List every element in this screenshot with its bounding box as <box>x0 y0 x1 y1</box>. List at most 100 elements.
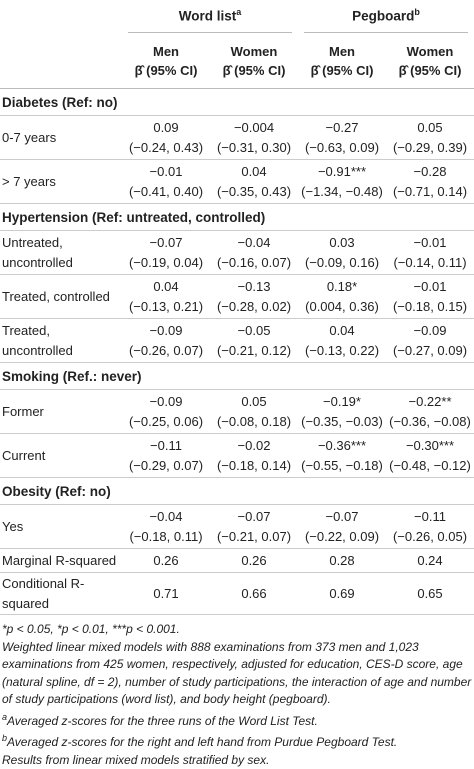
value-cell: −0.30***(−0.48, −0.12) <box>386 434 474 478</box>
data-row: Former−0.09(−0.25, 0.06)0.05(−0.08, 0.18… <box>0 390 474 434</box>
value-cell: −0.04(−0.18, 0.11) <box>122 505 210 549</box>
row-label: Untreated, uncontrolled <box>0 231 122 275</box>
confidence-interval: (−0.29, 0.07) <box>122 456 210 476</box>
confidence-interval: (−0.13, 0.22) <box>298 341 386 361</box>
footnotes: *p < 0.05, *p < 0.01, ***p < 0.001.Weigh… <box>0 615 474 769</box>
column-stat: β̂ (95% CI) <box>386 61 474 80</box>
group-label: Word lista <box>128 1 292 33</box>
value-cell: −0.11(−0.26, 0.05) <box>386 505 474 549</box>
value-cell: 0.05(−0.29, 0.39) <box>386 116 474 160</box>
section-row: Hypertension (Ref: untreated, controlled… <box>0 204 474 231</box>
estimate: −0.91*** <box>298 162 386 182</box>
estimate: −0.28 <box>386 162 474 182</box>
section-title: Diabetes (Ref: no) <box>0 89 474 116</box>
estimate: −0.004 <box>210 118 298 138</box>
estimate: −0.01 <box>122 162 210 182</box>
value-cell: −0.07(−0.22, 0.09) <box>298 505 386 549</box>
confidence-interval: (−0.28, 0.02) <box>210 297 298 317</box>
estimate: 0.04 <box>210 162 298 182</box>
estimate: −0.02 <box>210 436 298 456</box>
confidence-interval: (−0.18, 0.11) <box>122 527 210 547</box>
summary-value: 0.66 <box>210 573 298 615</box>
confidence-interval: (−0.29, 0.39) <box>386 138 474 158</box>
estimate: −0.11 <box>386 507 474 527</box>
estimate: −0.30*** <box>386 436 474 456</box>
confidence-interval: (−0.21, 0.12) <box>210 341 298 361</box>
value-cell: −0.28(−0.71, 0.14) <box>386 160 474 204</box>
estimate: −0.01 <box>386 277 474 297</box>
summary-value: 0.69 <box>298 573 386 615</box>
row-label: Conditional R-squared <box>0 573 122 615</box>
group-header: Word lista <box>122 0 298 34</box>
row-label: Treated, controlled <box>0 275 122 319</box>
data-row: Current−0.11(−0.29, 0.07)−0.02(−0.18, 0.… <box>0 434 474 478</box>
data-row: Untreated, uncontrolled−0.07(−0.19, 0.04… <box>0 231 474 275</box>
group-note: a <box>236 7 241 17</box>
confidence-interval: (−0.31, 0.30) <box>210 138 298 158</box>
value-cell: −0.004(−0.31, 0.30) <box>210 116 298 160</box>
confidence-interval: (−0.18, 0.14) <box>210 456 298 476</box>
note-text: Averaged z-scores for the three runs of … <box>7 714 318 728</box>
value-cell: −0.05(−0.21, 0.12) <box>210 319 298 363</box>
confidence-interval: (−0.14, 0.11) <box>386 253 474 273</box>
value-cell: 0.03(−0.09, 0.16) <box>298 231 386 275</box>
confidence-interval: (−0.55, −0.18) <box>298 456 386 476</box>
column-stat: β̂ (95% CI) <box>122 61 210 80</box>
row-label: Current <box>0 434 122 478</box>
summary-value: 0.26 <box>122 549 210 573</box>
value-cell: −0.91***(−1.34, −0.48) <box>298 160 386 204</box>
value-cell: −0.11(−0.29, 0.07) <box>122 434 210 478</box>
value-cell: −0.13(−0.28, 0.02) <box>210 275 298 319</box>
confidence-interval: (−0.26, 0.05) <box>386 527 474 547</box>
section-title: Smoking (Ref.: never) <box>0 363 474 390</box>
value-cell: −0.22**(−0.36, −0.08) <box>386 390 474 434</box>
row-label: 0-7 years <box>0 116 122 160</box>
methods-note: Weighted linear mixed models with 888 ex… <box>2 639 472 709</box>
page: {"header":{"groups":[{"label":"Word list… <box>0 0 474 744</box>
confidence-interval: (−0.41, 0.40) <box>122 182 210 202</box>
confidence-interval: (−0.16, 0.07) <box>210 253 298 273</box>
estimate: 0.04 <box>122 277 210 297</box>
table-note: aAveraged z-scores for the three runs of… <box>2 709 472 731</box>
empty-cell <box>0 34 122 89</box>
note-text: Averaged z-scores for the right and left… <box>7 735 397 749</box>
empty-cell <box>0 0 122 34</box>
estimate: 0.03 <box>298 233 386 253</box>
row-label: Treated, uncontrolled <box>0 319 122 363</box>
significance-note: *p < 0.05, *p < 0.01, ***p < 0.001. <box>2 621 472 639</box>
estimate: −0.19* <box>298 392 386 412</box>
value-cell: −0.09(−0.27, 0.09) <box>386 319 474 363</box>
estimate: −0.22** <box>386 392 474 412</box>
value-cell: −0.07(−0.19, 0.04) <box>122 231 210 275</box>
confidence-interval: (−0.09, 0.16) <box>298 253 386 273</box>
value-cell: 0.05(−0.08, 0.18) <box>210 390 298 434</box>
confidence-interval: (−0.36, −0.08) <box>386 412 474 432</box>
estimate: −0.36*** <box>298 436 386 456</box>
group-title: Word list <box>179 9 237 24</box>
summary-value: 0.24 <box>386 549 474 573</box>
confidence-interval: (−0.26, 0.07) <box>122 341 210 361</box>
confidence-interval: (−0.22, 0.09) <box>298 527 386 547</box>
section-row: Obesity (Ref: no) <box>0 478 474 505</box>
summary-value: 0.65 <box>386 573 474 615</box>
value-cell: 0.04(−0.13, 0.22) <box>298 319 386 363</box>
value-cell: −0.27(−0.63, 0.09) <box>298 116 386 160</box>
estimate: −0.09 <box>386 321 474 341</box>
estimate: −0.04 <box>210 233 298 253</box>
row-label: Marginal R-squared <box>0 549 122 573</box>
value-cell: −0.09(−0.25, 0.06) <box>122 390 210 434</box>
confidence-interval: (−0.35, 0.43) <box>210 182 298 202</box>
value-cell: −0.01(−0.18, 0.15) <box>386 275 474 319</box>
confidence-interval: (−0.48, −0.12) <box>386 456 474 476</box>
estimate: −0.09 <box>122 321 210 341</box>
column-sex: Men <box>122 42 210 61</box>
confidence-interval: (−0.27, 0.09) <box>386 341 474 361</box>
confidence-interval: (−0.21, 0.07) <box>210 527 298 547</box>
estimate: 0.05 <box>210 392 298 412</box>
